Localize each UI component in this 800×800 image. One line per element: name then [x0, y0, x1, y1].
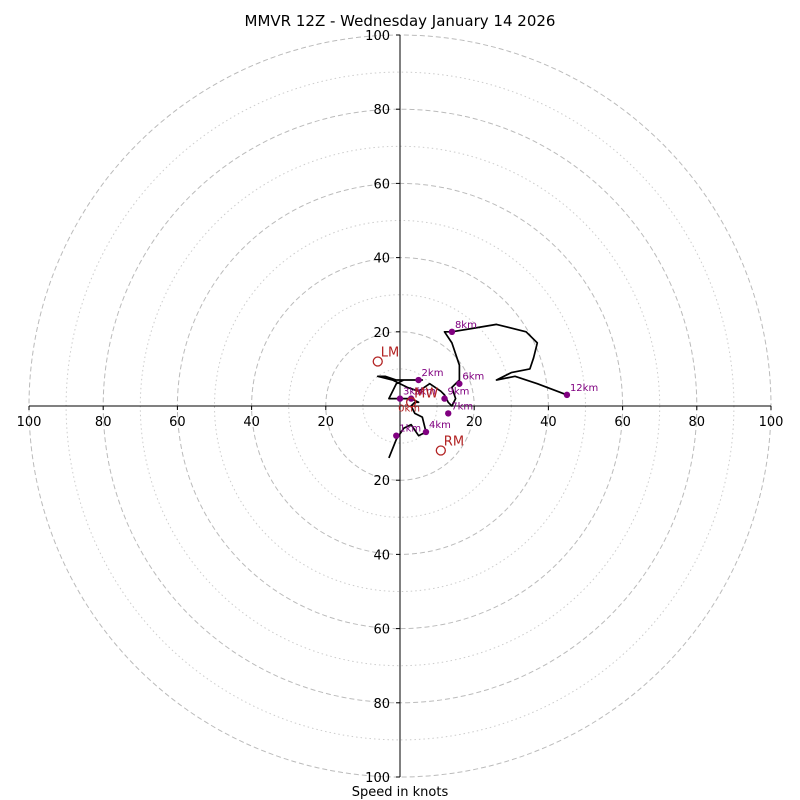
y-tick-label: 20 [373, 326, 390, 341]
y-tick-label: 20 [373, 474, 390, 489]
height-label-6km: 6km [462, 372, 484, 383]
y-tick-label: 80 [373, 697, 390, 712]
height-marker-4km [422, 428, 430, 436]
y-tick-label: 60 [373, 623, 390, 638]
height-marker-1km [393, 432, 400, 439]
height-label-2km: 2km [422, 368, 444, 379]
height-label-5km: 5km [414, 387, 436, 398]
height-marker-2km [415, 376, 422, 384]
x-tick-label: 60 [169, 415, 186, 430]
height-marker-6km [456, 380, 463, 387]
height-label-8km: 8km [455, 320, 477, 331]
y-tick-label: 100 [365, 771, 390, 786]
x-tick-label: 20 [318, 415, 335, 430]
height-label-12km: 12km [570, 383, 598, 394]
storm-motion-label-mw: MW [414, 386, 438, 401]
axes [29, 35, 771, 777]
height-marker-3km [396, 395, 404, 402]
y-tick-label: 40 [373, 252, 390, 267]
y-tick-label: 40 [373, 548, 390, 563]
height-marker-9km [441, 395, 448, 402]
x-tick-label: 60 [614, 415, 631, 430]
x-tick-label: 80 [689, 415, 706, 430]
x-axis-label: Speed in knots [352, 785, 449, 800]
height-marker-7km [445, 410, 452, 417]
height-label-9km: 9km [448, 387, 470, 398]
storm-motions: LM RM MW [372, 345, 464, 456]
surface-label: 0km [398, 404, 420, 415]
height-label-3km: 3km [403, 387, 425, 398]
height-markers: 1km 2km 3km 4km 5km 6km 7km 8km 9km 12km 0km [393, 320, 598, 439]
storm-motion-label-rm: RM [444, 435, 464, 450]
height-marker-12km [563, 391, 571, 399]
y-tick-label: 100 [365, 29, 390, 44]
x-tick-label: 20 [466, 415, 483, 430]
height-label-4km: 4km [429, 420, 451, 431]
x-tick-label: 40 [540, 415, 557, 430]
x-tick-label: 40 [243, 415, 260, 430]
storm-motion-rm [435, 445, 446, 456]
hodograph-trace [376, 323, 568, 459]
x-tick-label: 100 [759, 415, 784, 430]
chart-title: MMVR 12Z - Wednesday January 14 2026 [245, 12, 556, 30]
axis-ticks: 100 80 60 40 20 20 40 60 80 100 100 80 60 40 20 20 40 60 8… [17, 29, 784, 786]
storm-motion-mw [405, 397, 417, 408]
hodograph-line [376, 323, 568, 459]
height-marker-5km [407, 395, 415, 402]
height-label-7km: 7km [451, 401, 473, 412]
x-tick-label: 80 [95, 415, 112, 430]
y-tick-label: 60 [373, 177, 390, 192]
storm-motion-label-lm: LM [381, 345, 399, 360]
height-label-1km: 1km [399, 424, 421, 435]
storm-motion-lm [372, 356, 383, 367]
x-tick-label: 100 [17, 415, 42, 430]
height-marker-8km [448, 328, 456, 335]
y-tick-label: 80 [373, 103, 390, 118]
